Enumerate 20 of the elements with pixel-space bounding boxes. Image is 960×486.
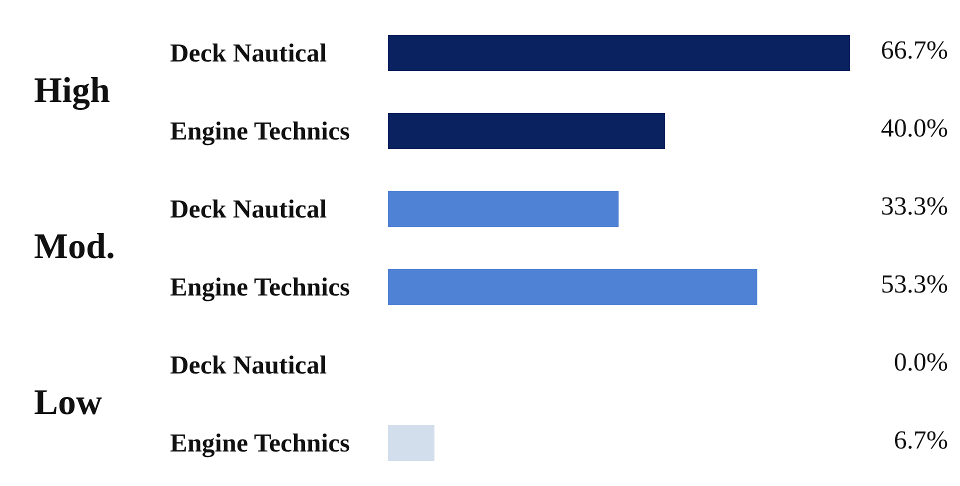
y-tick-label: Engine Technics: [170, 116, 350, 146]
y-tick-label: Deck Nautical: [170, 350, 327, 380]
bar: [388, 191, 619, 227]
data-label: 33.3%: [880, 192, 948, 220]
text: Low: [34, 382, 102, 422]
y-tick-label: Deck Nautical: [170, 38, 327, 68]
text: Mod.: [34, 226, 115, 266]
y-tick-label: Engine Technics: [170, 272, 350, 302]
y-tick-label: Engine Technics: [170, 428, 350, 458]
data-label: 40.0%: [880, 114, 948, 142]
data-label: 6.7%: [894, 426, 948, 454]
text: High: [34, 70, 110, 110]
bar: [388, 35, 850, 71]
data-label: 66.7%: [880, 36, 948, 64]
bar: [388, 425, 434, 461]
data-label: 0.0%: [894, 348, 948, 376]
bar: [388, 269, 758, 305]
y-tick-label: Deck Nautical: [170, 194, 327, 224]
data-label: 53.3%: [880, 270, 948, 298]
bar: [388, 113, 666, 149]
